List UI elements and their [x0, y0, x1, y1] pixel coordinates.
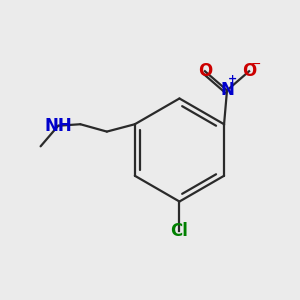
- Text: +: +: [228, 74, 238, 84]
- Text: −: −: [251, 58, 261, 71]
- Text: N: N: [220, 81, 234, 99]
- Text: O: O: [242, 62, 256, 80]
- Text: Cl: Cl: [170, 222, 188, 240]
- Text: O: O: [198, 62, 212, 80]
- Text: NH: NH: [44, 117, 72, 135]
